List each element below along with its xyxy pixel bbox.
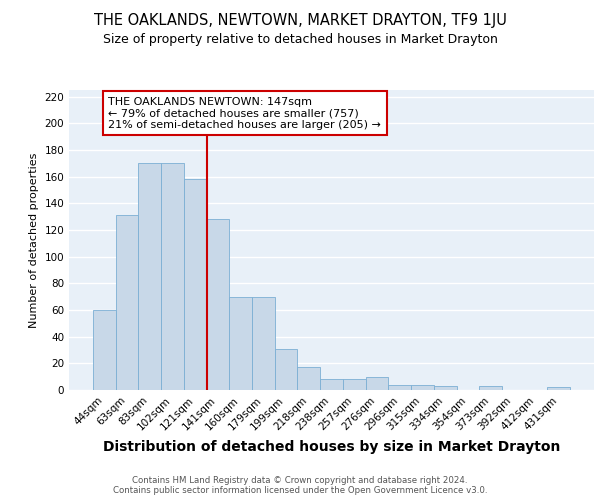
Bar bbox=[343, 380, 365, 390]
Bar bbox=[411, 384, 434, 390]
Bar bbox=[206, 220, 229, 390]
Bar bbox=[93, 310, 116, 390]
Text: Size of property relative to detached houses in Market Drayton: Size of property relative to detached ho… bbox=[103, 32, 497, 46]
Bar bbox=[365, 376, 388, 390]
Bar bbox=[252, 296, 275, 390]
Bar bbox=[229, 296, 252, 390]
Bar bbox=[479, 386, 502, 390]
Bar bbox=[116, 216, 139, 390]
Bar bbox=[320, 380, 343, 390]
X-axis label: Distribution of detached houses by size in Market Drayton: Distribution of detached houses by size … bbox=[103, 440, 560, 454]
Text: Contains public sector information licensed under the Open Government Licence v3: Contains public sector information licen… bbox=[113, 486, 487, 495]
Bar bbox=[547, 388, 570, 390]
Bar bbox=[139, 164, 161, 390]
Bar bbox=[434, 386, 457, 390]
Text: Contains HM Land Registry data © Crown copyright and database right 2024.: Contains HM Land Registry data © Crown c… bbox=[132, 476, 468, 485]
Text: THE OAKLANDS, NEWTOWN, MARKET DRAYTON, TF9 1JU: THE OAKLANDS, NEWTOWN, MARKET DRAYTON, T… bbox=[94, 12, 506, 28]
Bar bbox=[298, 368, 320, 390]
Bar bbox=[275, 348, 298, 390]
Text: THE OAKLANDS NEWTOWN: 147sqm
← 79% of detached houses are smaller (757)
21% of s: THE OAKLANDS NEWTOWN: 147sqm ← 79% of de… bbox=[109, 96, 381, 130]
Bar bbox=[388, 384, 411, 390]
Y-axis label: Number of detached properties: Number of detached properties bbox=[29, 152, 39, 328]
Bar bbox=[161, 164, 184, 390]
Bar bbox=[184, 180, 206, 390]
